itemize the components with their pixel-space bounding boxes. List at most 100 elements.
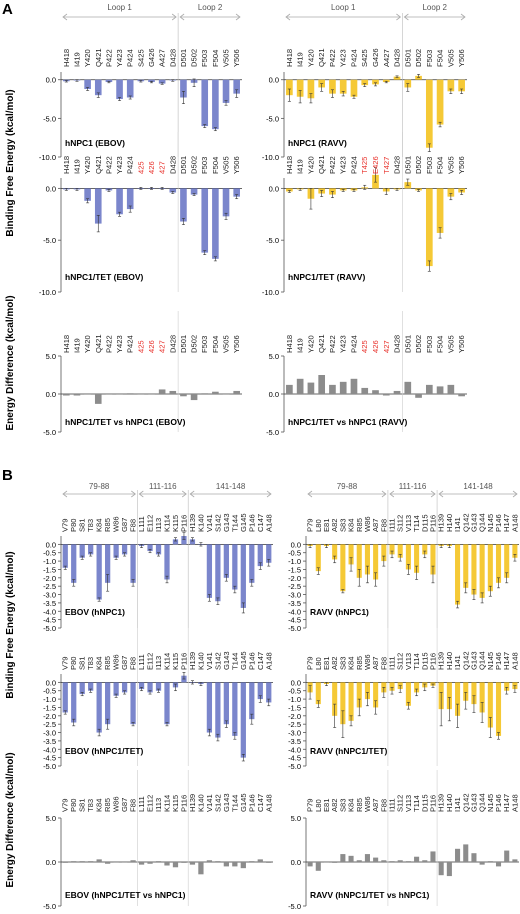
residue-label: L80 <box>314 657 323 670</box>
residue-label: V505 <box>446 156 455 174</box>
residue-label: K140 <box>196 514 205 532</box>
bar <box>172 539 179 545</box>
chart-title: EBOV (hNPC1/TET) <box>65 746 144 756</box>
y-tick-label: -3.0 <box>43 729 56 738</box>
bar <box>438 862 444 876</box>
residue-label: T114 <box>412 515 421 532</box>
residue-label: S83 <box>338 518 347 532</box>
bar <box>212 391 219 394</box>
residue-label: K84 <box>95 798 104 812</box>
bar <box>455 544 461 605</box>
bar <box>240 682 246 758</box>
bar <box>121 862 128 863</box>
residue-label: Q144 <box>478 513 487 532</box>
residue-label: E81 <box>322 656 331 670</box>
residue-label: S142 <box>213 514 222 532</box>
residue-label: W86 <box>112 796 121 812</box>
residue-label: L111 <box>137 654 146 670</box>
residue-label: E426 <box>371 156 380 174</box>
chart-A-ravv-tet: 0.0 -5.0 -10.0 H418 I419 Y420 Q421 P422 Y423 P424… <box>262 132 467 297</box>
residue-label: Y423 <box>115 335 124 353</box>
bar <box>356 682 362 708</box>
bar <box>233 390 240 394</box>
residue-label: P116 <box>179 653 188 670</box>
bar <box>414 856 420 862</box>
bar <box>266 544 272 563</box>
bar <box>94 394 102 404</box>
group-bracket-arrow <box>138 490 144 498</box>
residue-label: A82 <box>330 798 339 812</box>
y-tick-label: -3.0 <box>288 729 301 738</box>
bar <box>463 682 469 701</box>
bar <box>504 850 510 862</box>
bar <box>126 79 134 98</box>
bar <box>233 79 240 94</box>
bar <box>206 860 213 862</box>
residue-label: F504 <box>436 157 445 174</box>
bar <box>105 79 113 83</box>
y-tick-label: -2.0 <box>288 574 301 583</box>
residue-label: G87 <box>120 798 129 812</box>
bar <box>266 682 272 703</box>
bar <box>414 544 420 573</box>
residue-label: V113 <box>404 653 413 670</box>
residue-label: F504 <box>211 336 220 353</box>
bar <box>105 544 111 583</box>
bar <box>88 682 94 691</box>
bar <box>495 862 502 867</box>
residue-label: P116 <box>428 515 437 532</box>
bar <box>164 862 170 866</box>
bar <box>430 851 436 862</box>
residue-label: F88 <box>129 519 138 532</box>
residue-label: S81 <box>78 518 87 532</box>
residue-label: Q421 <box>94 155 103 174</box>
bar <box>458 394 465 397</box>
y-tick-label: -10.0 <box>262 288 279 297</box>
bar <box>73 394 81 396</box>
residue-label: G143 <box>469 793 478 812</box>
bar <box>126 188 134 210</box>
bar <box>113 682 119 696</box>
residue-label: D502 <box>190 156 199 174</box>
residue-label: A87 <box>371 798 380 812</box>
residue-label: Y420 <box>306 156 315 174</box>
residue-label: K84 <box>347 518 356 532</box>
bar <box>206 682 213 733</box>
bar <box>389 544 395 555</box>
bar <box>223 682 229 725</box>
bar <box>422 860 428 862</box>
bar <box>105 682 111 725</box>
y-tick-label: -0.5 <box>43 549 56 558</box>
group-label: 111-116 <box>149 482 177 491</box>
residue-label: K84 <box>95 656 104 670</box>
bar <box>397 544 403 558</box>
bar <box>361 79 369 86</box>
residue-label: A87 <box>371 518 380 532</box>
bar <box>222 394 230 395</box>
bar <box>96 859 102 862</box>
residue-label: H418 <box>62 156 71 174</box>
bar <box>447 79 455 92</box>
residue-label: I419 <box>296 159 305 174</box>
residue-label: T83 <box>86 657 95 670</box>
bar <box>181 862 187 863</box>
bar <box>190 394 198 401</box>
bar <box>348 855 354 862</box>
bar <box>148 79 155 83</box>
y-tick-label: -5.0 <box>43 236 56 245</box>
group-bracket-arrow <box>171 13 177 21</box>
residue-label: F503 <box>425 157 434 174</box>
residue-label: 427 <box>382 340 391 353</box>
residue-label: K115 <box>171 795 180 812</box>
bar <box>180 394 187 397</box>
group-bracket-arrow <box>396 13 402 21</box>
residue-label: G87 <box>120 656 129 670</box>
bar <box>63 394 70 396</box>
residue-label: P116 <box>179 795 188 812</box>
y-tick-label: 0.0 <box>46 858 56 867</box>
residue-label: K140 <box>196 652 205 670</box>
bar <box>332 862 338 863</box>
group-label: Loop 2 <box>422 3 447 12</box>
bar <box>240 544 246 608</box>
group-bracket-arrow <box>131 490 136 498</box>
